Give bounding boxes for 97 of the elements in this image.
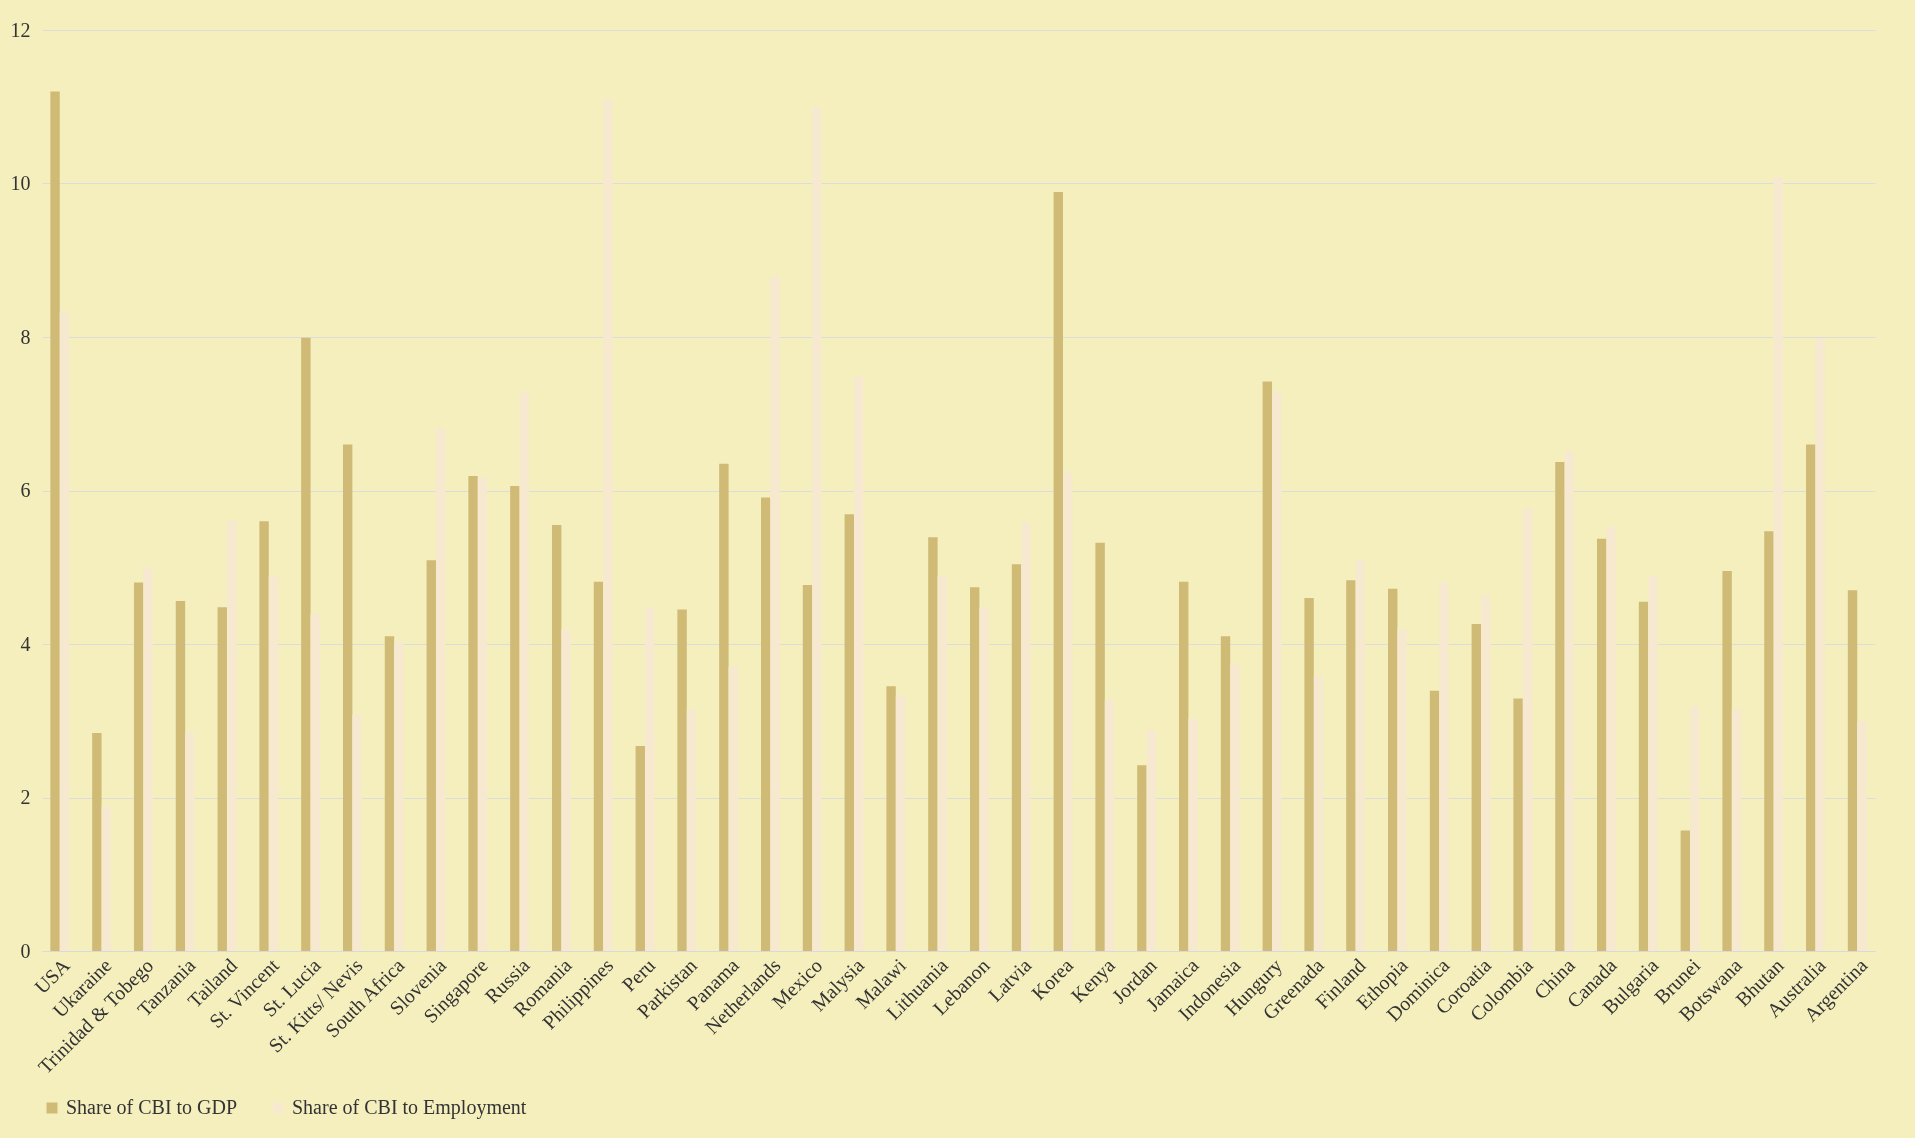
- bar: [1513, 698, 1523, 951]
- bar: [1522, 508, 1533, 951]
- bar: [1220, 636, 1231, 951]
- bar: [728, 666, 738, 951]
- bar: [477, 477, 488, 951]
- bar: [1764, 531, 1774, 951]
- bar: [175, 601, 186, 951]
- bar: [519, 391, 529, 951]
- legend-label: Share of CBI to Employment: [292, 1096, 527, 1119]
- bar: [812, 106, 822, 951]
- y-tick-label: 8: [20, 325, 31, 348]
- bar: [1597, 538, 1607, 951]
- bar: [342, 444, 353, 951]
- bar: [561, 629, 571, 951]
- bar: [895, 695, 906, 951]
- bar: [1429, 690, 1440, 951]
- bar: [593, 581, 604, 951]
- bar: [59, 311, 70, 951]
- bar: [226, 520, 237, 951]
- bar: [1722, 571, 1732, 951]
- bar: [760, 497, 771, 951]
- bar: [143, 567, 153, 951]
- bar: [468, 475, 478, 951]
- bar: [101, 806, 111, 951]
- bar: [1690, 706, 1700, 951]
- bar: [133, 582, 144, 951]
- bar: [217, 607, 227, 951]
- bar: [1188, 718, 1198, 951]
- bar: [1388, 588, 1398, 951]
- bar: [1095, 542, 1105, 951]
- bar: [1179, 581, 1189, 951]
- bar: [384, 636, 395, 951]
- y-tick-label: 12: [10, 18, 31, 41]
- bar: [510, 485, 520, 951]
- bar: [1104, 700, 1115, 951]
- bar: [1230, 664, 1240, 951]
- bar: [644, 607, 655, 951]
- bar: [1731, 709, 1742, 951]
- bar: [928, 537, 938, 951]
- bar: [1857, 721, 1867, 951]
- y-tick-label: 0: [20, 939, 31, 962]
- bar: [1773, 176, 1784, 951]
- y-tick-label: 2: [20, 786, 31, 808]
- bar: [1680, 830, 1691, 951]
- bar: [1806, 444, 1816, 951]
- bar: [1313, 675, 1324, 951]
- bar: [394, 641, 404, 951]
- bar: [259, 521, 269, 951]
- bar: [185, 733, 195, 951]
- bar: [802, 584, 813, 951]
- y-tick-label: 4: [20, 632, 31, 655]
- bar: [92, 733, 102, 951]
- bar: [551, 525, 562, 951]
- bar: [1481, 594, 1491, 951]
- bar: [844, 514, 854, 951]
- bar: [301, 337, 311, 951]
- bar: [352, 714, 362, 951]
- bar: [1262, 381, 1273, 951]
- bar: [1815, 338, 1825, 951]
- bar: [1146, 729, 1157, 951]
- bar: [1304, 597, 1314, 951]
- bar: [1648, 575, 1658, 951]
- bar: [268, 576, 279, 951]
- bar: [937, 575, 947, 951]
- bar: [1355, 559, 1366, 951]
- bar: [770, 276, 780, 951]
- bar: [686, 709, 697, 951]
- bar: [719, 463, 729, 951]
- bar: [1053, 191, 1063, 951]
- bar: [310, 614, 320, 951]
- y-tick-label: 10: [10, 172, 31, 194]
- bar: [1439, 582, 1449, 951]
- bar: [435, 428, 446, 951]
- bar: [426, 560, 436, 951]
- bar: [1021, 522, 1031, 951]
- bar: [1471, 624, 1482, 951]
- bar: [1397, 629, 1407, 951]
- bar: [677, 609, 687, 951]
- bar: [1011, 564, 1022, 951]
- bar: [1555, 462, 1565, 951]
- bar: [886, 686, 896, 951]
- bar: [1564, 451, 1575, 951]
- bar: [979, 607, 989, 951]
- legend-label: Share of CBI to GDP: [66, 1096, 238, 1118]
- bar: [50, 91, 60, 951]
- bar: [970, 587, 980, 951]
- bar: [1847, 590, 1858, 951]
- bar: [1346, 580, 1356, 951]
- bar: [854, 376, 864, 951]
- bar: [1638, 601, 1649, 951]
- bar: [1606, 526, 1616, 951]
- bar: [635, 746, 645, 951]
- bar: [1272, 391, 1282, 951]
- y-tick-label: 6: [20, 479, 31, 501]
- bar: [1063, 472, 1073, 951]
- bar: [1137, 765, 1147, 951]
- bar: [603, 99, 613, 951]
